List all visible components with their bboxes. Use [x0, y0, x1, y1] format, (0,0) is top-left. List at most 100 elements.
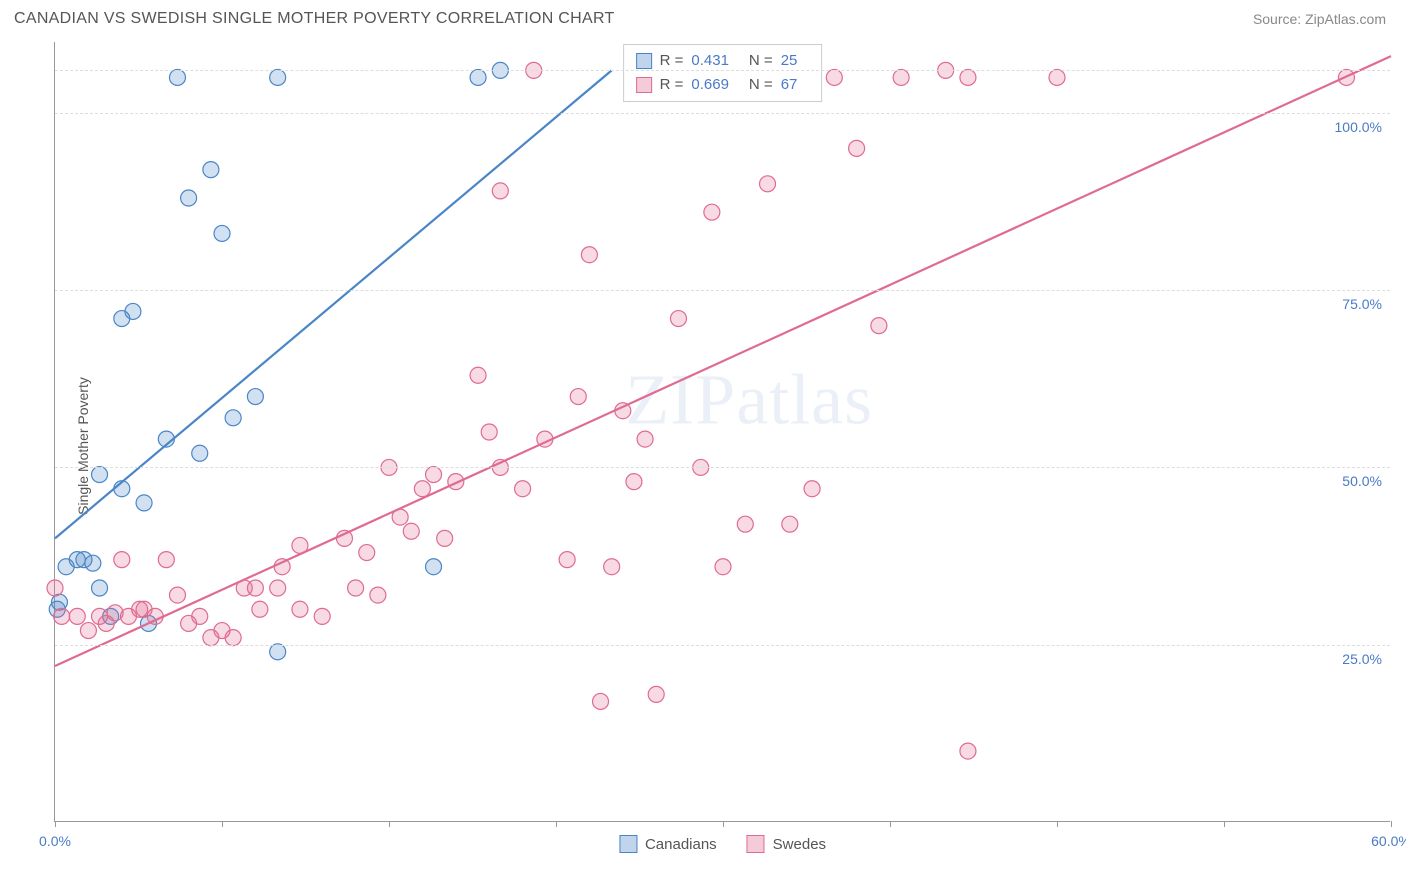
data-point [593, 693, 609, 709]
chart-source: Source: ZipAtlas.com [1253, 11, 1386, 27]
data-point [225, 630, 241, 646]
data-point [849, 140, 865, 156]
legend-item-canadians: Canadians [619, 835, 717, 853]
data-point [169, 69, 185, 85]
stat-n-swedes: 67 [781, 73, 798, 97]
data-point [470, 367, 486, 383]
data-point [225, 410, 241, 426]
data-point [47, 580, 63, 596]
data-point [670, 311, 686, 327]
legend-label-swedes: Swedes [773, 836, 826, 853]
data-point [114, 552, 130, 568]
stat-n-label-2: N = [749, 73, 773, 97]
data-point [760, 176, 776, 192]
data-point [893, 69, 909, 85]
data-point [181, 190, 197, 206]
data-point [715, 559, 731, 575]
x-tick [1057, 821, 1058, 827]
data-point [158, 552, 174, 568]
stat-r-label-2: R = [660, 73, 684, 97]
data-point [559, 552, 575, 568]
data-point [270, 644, 286, 660]
data-point [414, 481, 430, 497]
data-point [85, 555, 101, 571]
data-point [871, 318, 887, 334]
data-point [370, 587, 386, 603]
x-tick-label: 60.0% [1371, 833, 1406, 849]
data-point [570, 389, 586, 405]
legend-item-swedes: Swedes [747, 835, 826, 853]
data-point [1049, 69, 1065, 85]
x-tick [389, 821, 390, 827]
data-point [125, 303, 141, 319]
gridline [55, 290, 1390, 291]
data-point [214, 225, 230, 241]
data-point [270, 580, 286, 596]
data-point [192, 445, 208, 461]
data-point [270, 69, 286, 85]
y-tick-label: 100.0% [1335, 119, 1382, 135]
gridline [55, 70, 1390, 71]
gridline [55, 113, 1390, 114]
gridline [55, 467, 1390, 468]
x-tick [890, 821, 891, 827]
data-point [348, 580, 364, 596]
x-tick [723, 821, 724, 827]
data-point [403, 523, 419, 539]
bottom-legend: Canadians Swedes [619, 835, 826, 853]
data-point [637, 431, 653, 447]
data-point [80, 623, 96, 639]
chart-title: CANADIAN VS SWEDISH SINGLE MOTHER POVERT… [14, 10, 615, 28]
data-point [426, 467, 442, 483]
x-tick [1391, 821, 1392, 827]
data-point [192, 608, 208, 624]
stats-swatch-canadians [636, 53, 652, 69]
data-point [292, 601, 308, 617]
data-point [203, 162, 219, 178]
data-point [826, 69, 842, 85]
data-point [960, 69, 976, 85]
data-point [782, 516, 798, 532]
data-point [51, 594, 67, 610]
x-tick [222, 821, 223, 827]
data-point [92, 467, 108, 483]
scatter-svg [55, 42, 1390, 821]
data-point [359, 545, 375, 561]
y-tick-label: 25.0% [1342, 651, 1382, 667]
x-tick [1224, 821, 1225, 827]
data-point [804, 481, 820, 497]
stats-swatch-swedes [636, 77, 652, 93]
data-point [314, 608, 330, 624]
data-point [92, 580, 108, 596]
x-tick-label: 0.0% [39, 833, 71, 849]
data-point [247, 389, 263, 405]
gridline [55, 645, 1390, 646]
x-tick [556, 821, 557, 827]
data-point [69, 608, 85, 624]
data-point [737, 516, 753, 532]
legend-label-canadians: Canadians [645, 836, 717, 853]
data-point [960, 743, 976, 759]
data-point [247, 580, 263, 596]
data-point [581, 247, 597, 263]
data-point [626, 474, 642, 490]
data-point [604, 559, 620, 575]
chart-plot-area: ZIPatlas R = 0.431 N = 25 R = 0.669 N = … [54, 42, 1390, 822]
y-tick-label: 50.0% [1342, 473, 1382, 489]
data-point [470, 69, 486, 85]
data-point [648, 686, 664, 702]
legend-swatch-swedes [747, 835, 765, 853]
correlation-stats-box: R = 0.431 N = 25 R = 0.669 N = 67 [623, 44, 823, 102]
stats-row-swedes: R = 0.669 N = 67 [636, 73, 810, 97]
x-tick [55, 821, 56, 827]
data-point [169, 587, 185, 603]
data-point [704, 204, 720, 220]
data-point [515, 481, 531, 497]
data-point [426, 559, 442, 575]
data-point [136, 495, 152, 511]
legend-swatch-canadians [619, 835, 637, 853]
stat-r-swedes: 0.669 [691, 73, 729, 97]
data-point [252, 601, 268, 617]
data-point [437, 530, 453, 546]
data-point [54, 608, 70, 624]
